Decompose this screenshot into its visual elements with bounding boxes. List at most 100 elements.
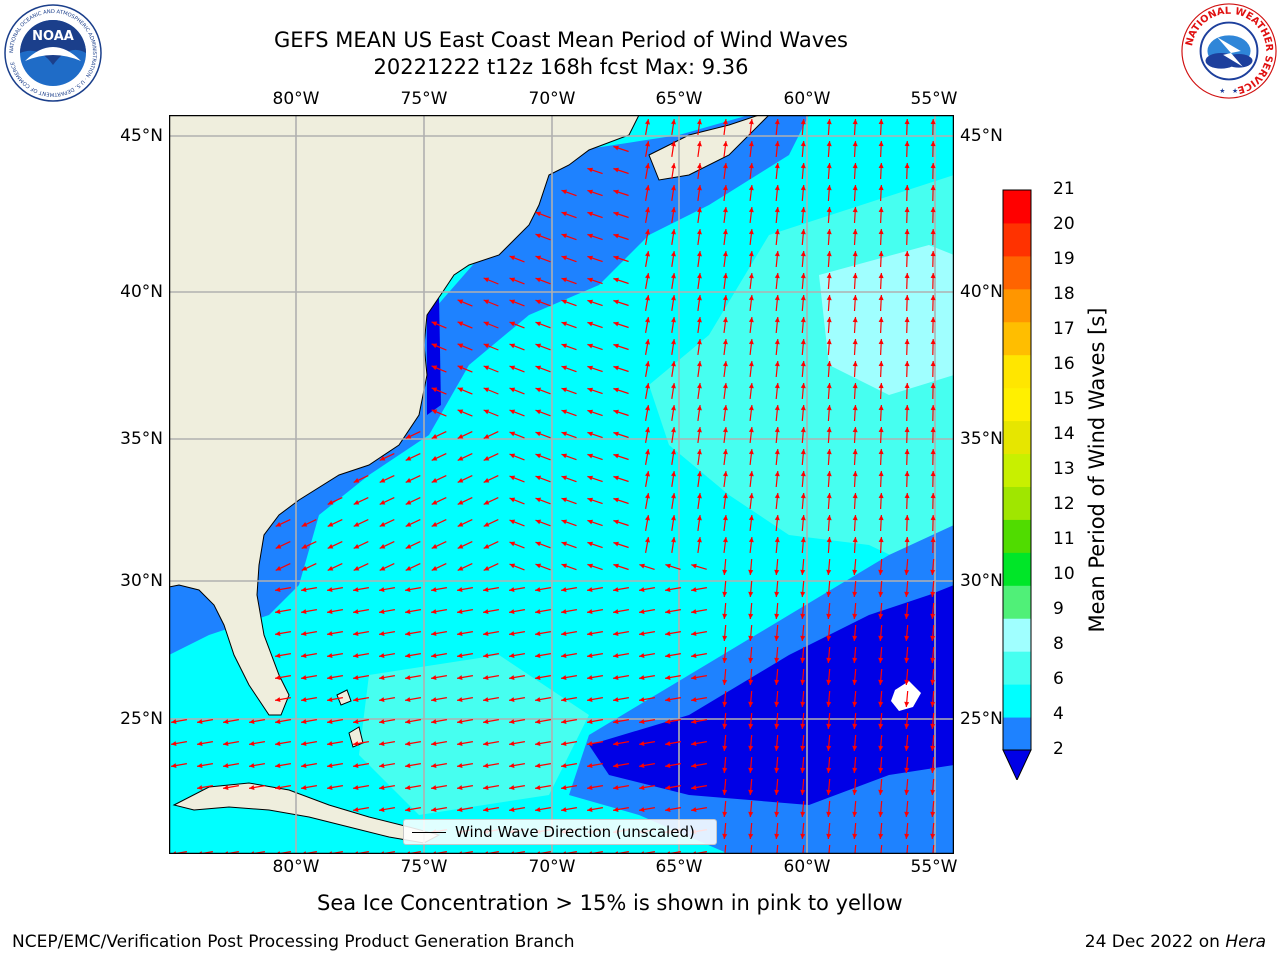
colorbar-box [1003, 717, 1031, 751]
wave-direction-arrowhead [353, 675, 359, 680]
wave-direction-arrowhead [223, 763, 229, 768]
wave-direction-arrowhead [826, 339, 832, 345]
wave-direction-arrowhead [671, 405, 676, 411]
wave-direction-arrowhead [722, 383, 728, 389]
wave-direction-arrowhead [697, 317, 702, 323]
wave-direction-arrowhead [561, 233, 567, 239]
wave-direction-arrowhead [275, 544, 282, 549]
wave-direction-arrowhead [613, 587, 619, 592]
wave-direction-arrowhead [930, 185, 936, 191]
wave-direction-arrowhead [561, 277, 567, 283]
wave-direction-arrowhead [800, 383, 806, 389]
wave-direction-arrowhead [774, 515, 780, 521]
wave-direction-arrowhead [904, 657, 910, 663]
wave-direction-arrowhead [405, 785, 411, 790]
wave-direction-arrowhead [301, 785, 307, 790]
wave-direction-arrowhead [431, 697, 437, 702]
wave-direction-arrowhead [587, 653, 593, 658]
wave-direction-arrowhead [722, 405, 728, 411]
wave-direction-arrowhead [561, 675, 567, 680]
colorbar-box [1003, 387, 1031, 422]
wave-direction-arrowhead [483, 343, 490, 349]
wave-direction-arrowhead [535, 497, 542, 503]
wave-direction-arrowhead [405, 587, 411, 592]
wave-direction-arrowhead [852, 361, 858, 367]
wave-direction-arrowhead [353, 763, 359, 768]
wave-direction-arrowhead [561, 343, 567, 349]
wave-direction-arrowhead [587, 519, 593, 525]
wave-direction-arrowhead [457, 566, 464, 571]
lat-label-left: 40°N [120, 282, 163, 302]
wave-direction-arrowhead [774, 119, 780, 125]
wave-direction-arrowhead [930, 515, 936, 521]
wave-direction-arrowhead [353, 697, 359, 702]
wave-direction-arrowhead [645, 185, 650, 191]
wave-direction-arrowhead [405, 741, 411, 746]
wave-direction-arrowhead [431, 434, 438, 439]
colorbar-extend-low [1002, 749, 1032, 780]
wave-direction-arrowhead [671, 295, 676, 301]
wave-direction-arrowhead [878, 427, 884, 433]
wave-direction-arrowhead [774, 657, 780, 663]
wave-direction-arrowhead [748, 449, 754, 455]
wave-direction-arrowhead [457, 522, 464, 527]
wave-direction-arrowhead [561, 189, 567, 195]
wave-direction-arrowhead [405, 675, 411, 680]
wave-direction-arrowhead [697, 471, 702, 477]
colorbar-tick-label: 13 [1053, 459, 1075, 479]
colorbar-box [1003, 486, 1031, 520]
lon-label-bottom: 60°W [783, 857, 831, 877]
wave-direction-arrowhead [748, 537, 754, 543]
wave-direction-arrowhead [722, 185, 728, 191]
wave-direction-arrowhead [697, 427, 702, 433]
wave-direction-arrowhead [483, 785, 489, 790]
wave-direction-arrowhead [800, 449, 806, 455]
colorbar-tick-label: 2 [1053, 739, 1064, 759]
wave-direction-arrowhead [327, 544, 334, 549]
wave-direction-arrowhead [535, 431, 542, 437]
wave-direction-arrowhead [691, 741, 697, 746]
wave-direction-arrowhead [457, 785, 463, 790]
wave-direction-arrowhead [748, 613, 754, 619]
wave-direction-arrowhead [878, 635, 884, 641]
wave-direction-arrowhead [904, 163, 910, 169]
wave-direction-arrowhead [379, 697, 385, 702]
wave-direction-arrowhead [353, 478, 360, 483]
wave-direction-arrowhead [800, 701, 806, 707]
wave-direction-arrowhead [748, 427, 754, 433]
wave-direction-arrowhead [697, 229, 702, 235]
wave-direction-arrowhead [930, 493, 936, 499]
wave-direction-arrowhead [587, 719, 593, 724]
wave-direction-arrowhead [587, 167, 593, 173]
wave-direction-arrowhead [722, 119, 728, 125]
wave-direction-arrowhead [509, 497, 516, 503]
wave-direction-arrowhead [645, 119, 650, 125]
ocean-below-2 [589, 585, 954, 805]
wave-direction-arrowhead [535, 211, 542, 217]
lon-label-top: 60°W [783, 89, 831, 109]
wave-direction-arrowhead [509, 631, 515, 636]
wave-direction-arrowhead [535, 321, 542, 327]
colorbar-tick-label: 11 [1053, 529, 1075, 549]
lat-label-left: 35°N [120, 429, 163, 449]
wave-direction-arrowhead [645, 251, 650, 257]
wave-direction-arrowhead [800, 339, 806, 345]
wave-direction-arrowhead [930, 141, 936, 147]
wave-direction-arrowhead [613, 631, 619, 636]
wave-direction-arrowhead [275, 785, 281, 790]
wave-direction-arrowhead [535, 475, 542, 481]
colorbar-label: Mean Period of Wind Waves [s] [1085, 307, 1109, 633]
wave-direction-arrowhead [431, 631, 437, 636]
wave-direction-arrowhead [930, 613, 936, 619]
wave-direction-arrowhead [509, 431, 516, 437]
noaa-logo-text: NOAA [32, 29, 74, 44]
wave-direction-arrowhead [852, 383, 858, 389]
wave-direction-arrowhead [645, 339, 650, 345]
wave-direction-arrowhead [774, 295, 780, 301]
wave-direction-arrowhead [671, 383, 676, 389]
wave-direction-arrowhead [645, 361, 650, 367]
wave-direction-arrowhead [671, 163, 676, 169]
wave-direction-arrowhead [405, 697, 411, 702]
lon-label-bottom: 65°W [655, 857, 703, 877]
wave-direction-arrowhead [639, 609, 645, 614]
